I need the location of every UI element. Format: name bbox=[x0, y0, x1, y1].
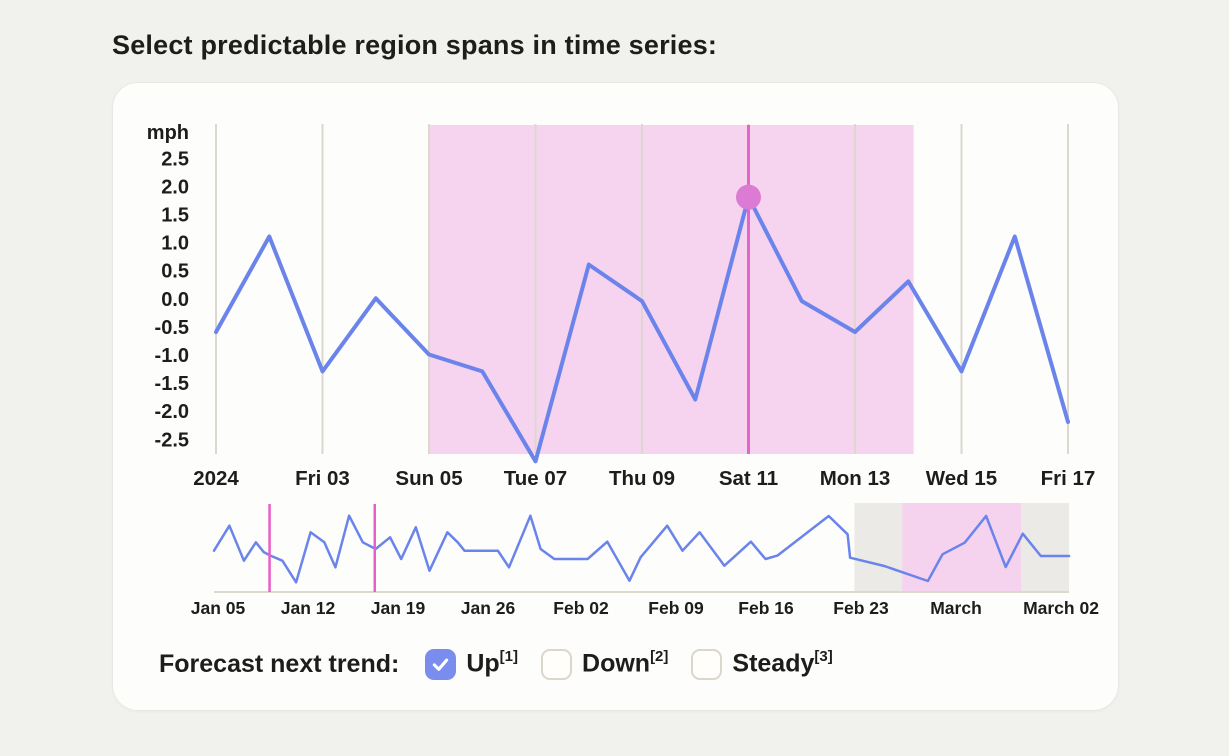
y-tick-label: 2.5 bbox=[161, 148, 189, 170]
main-series-line bbox=[214, 195, 1070, 464]
time-series-charts[interactable]: mph 2.5 2.0 1.5 1.0 0.5 0.0 -0.5 -1.0 -1.5 -2.0 -2.… bbox=[113, 83, 1120, 631]
x-tick-label: 2024 bbox=[193, 467, 239, 490]
x-tick-label: Wed 15 bbox=[926, 467, 997, 490]
x-tick-label: Fri 03 bbox=[295, 467, 350, 490]
y-tick-label: 0.0 bbox=[161, 289, 189, 311]
chart-card: mph 2.5 2.0 1.5 1.0 0.5 0.0 -0.5 -1.0 -1.5 -2.0 -2.… bbox=[112, 82, 1119, 711]
x-tick-label: Sun 05 bbox=[395, 467, 462, 490]
checkbox-steady[interactable] bbox=[691, 648, 723, 680]
minimap-tick-label: Jan 26 bbox=[461, 598, 516, 618]
page-title: Select predictable region spans in time … bbox=[112, 30, 718, 60]
x-tick-label: Fri 17 bbox=[1041, 467, 1096, 490]
minimap-tick-label: March 02 bbox=[1023, 598, 1099, 618]
y-tick-label: -1.5 bbox=[155, 373, 189, 395]
y-axis-unit-label: mph bbox=[147, 122, 189, 144]
y-tick-label: 2.0 bbox=[161, 176, 189, 198]
minimap-tick-label: Jan 12 bbox=[281, 598, 336, 618]
checkbox-down[interactable] bbox=[541, 648, 573, 680]
y-tick-label: 0.5 bbox=[161, 261, 189, 283]
y-tick-label: -0.5 bbox=[155, 317, 189, 339]
y-tick-label: 1.5 bbox=[161, 205, 189, 227]
y-tick-label: 1.0 bbox=[161, 233, 189, 255]
x-tick-label: Thu 09 bbox=[609, 467, 675, 490]
y-tick-label: -2.5 bbox=[155, 429, 189, 451]
minimap-tick-label: Jan 19 bbox=[371, 598, 426, 618]
minimap-series-line bbox=[212, 514, 1071, 584]
selected-region-span[interactable] bbox=[429, 125, 914, 454]
x-tick-label: Sat 11 bbox=[719, 467, 778, 490]
minimap-tick-label: Feb 16 bbox=[738, 598, 794, 618]
checkmark-icon bbox=[433, 658, 449, 671]
y-tick-label: -1.0 bbox=[155, 345, 189, 367]
forecast-label: Forecast next trend: bbox=[159, 649, 400, 678]
minimap-tick-label: Feb 02 bbox=[553, 598, 609, 618]
forecast-option-down[interactable]: Down[2] bbox=[541, 648, 669, 680]
forecast-row: Forecast next trend: Up[1] Down[2] bbox=[159, 643, 833, 685]
minimap-tick-label: March bbox=[930, 598, 982, 618]
selected-point-marker[interactable] bbox=[736, 184, 761, 210]
option-down-label: Down[2] bbox=[582, 648, 669, 678]
x-tick-label: Tue 07 bbox=[504, 467, 567, 490]
option-up-label: Up[1] bbox=[466, 648, 519, 678]
y-tick-label: -2.0 bbox=[155, 401, 189, 423]
minimap-tick-label: Jan 05 bbox=[191, 598, 246, 618]
forecast-option-steady[interactable]: Steady[3] bbox=[691, 648, 833, 680]
option-steady-label: Steady[3] bbox=[732, 648, 833, 678]
forecast-option-up[interactable]: Up[1] bbox=[425, 648, 519, 680]
minimap-tick-label: Feb 23 bbox=[833, 598, 889, 618]
x-tick-label: Mon 13 bbox=[820, 467, 891, 490]
checkbox-up[interactable] bbox=[425, 648, 457, 680]
minimap-tick-label: Feb 09 bbox=[648, 598, 704, 618]
